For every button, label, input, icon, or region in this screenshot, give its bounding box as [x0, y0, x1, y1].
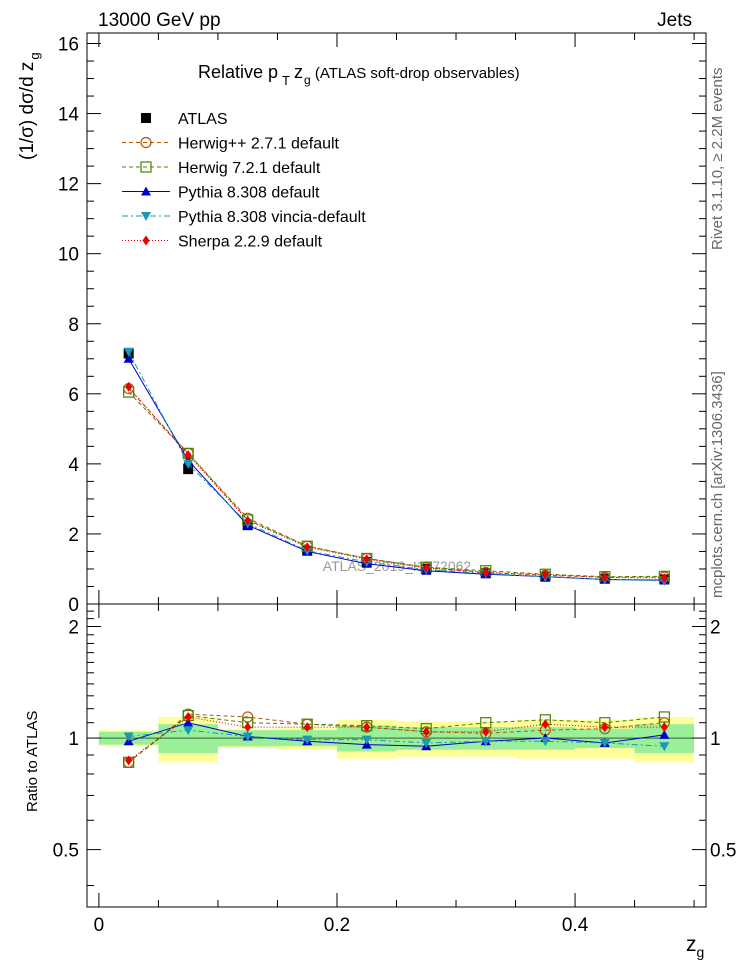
series-ratio-point [125, 755, 133, 766]
series-ratio-point [422, 726, 430, 737]
series-ratio-point [482, 726, 490, 737]
y-axis-label-sub: g [27, 52, 42, 59]
ratio-tick-label: 2 [68, 617, 79, 638]
series-ratio-point [541, 719, 549, 730]
series-line [128, 391, 665, 578]
series-ratio-point [660, 722, 668, 733]
series-point [422, 562, 430, 573]
series-ratio-point [363, 722, 371, 733]
series-ratio-point [302, 735, 313, 745]
mcplots-label: mcplots.cern.ch [arXiv:1306.3436] [709, 371, 726, 598]
ratio-tick-label-right: 2 [710, 617, 721, 638]
series-point [123, 347, 134, 357]
series-ratio-line [128, 716, 665, 761]
green-band-bin [396, 727, 457, 750]
x-tick-label: 0 [94, 915, 105, 936]
series-ratio-point [242, 711, 254, 723]
y-tick-label: 10 [58, 245, 79, 266]
legend-marker [140, 161, 152, 173]
y-tick-label: 6 [68, 385, 79, 406]
ratio-tick-label-right: 1 [710, 729, 721, 750]
series-point [183, 459, 194, 469]
title-rest: (ATLAS soft-drop observables) [311, 65, 520, 82]
legend-marker [141, 186, 151, 196]
y-tick-label: 0 [68, 595, 79, 616]
series-point [244, 515, 252, 526]
series-ratio-point [303, 722, 311, 733]
y-tick-label: 2 [68, 525, 79, 546]
series-ratio-point [480, 737, 491, 747]
legend-label: Pythia 8.308 default [178, 185, 320, 202]
ratio-tick-label: 1 [68, 729, 79, 750]
series-ratio-line [128, 715, 665, 763]
series-line [128, 351, 665, 582]
x-axis-label-main: z [686, 933, 697, 956]
y-axis-label-main: (1/σ) dσ/d z [17, 62, 38, 160]
series-point [303, 542, 311, 553]
rivet-label: Rivet 3.1.10, ≥ 2.2M events [709, 68, 726, 251]
series-ratio-line [128, 722, 665, 747]
legend: ATLAS Herwig++ 2.7.1 default Herwig 7.2.1 … [122, 111, 366, 251]
y-tick-label: 8 [68, 315, 79, 336]
series-ratio-point [361, 735, 372, 745]
title-z: z [294, 62, 303, 82]
process-label: Jets [657, 10, 692, 31]
series-ratio-point [183, 726, 194, 736]
series-point [660, 573, 668, 584]
title-main: Relative p [198, 62, 278, 82]
y-tick-label: 14 [58, 105, 80, 126]
series-ratio-point [183, 717, 194, 727]
series-ratio-point [242, 732, 253, 742]
y-tick-label: 4 [68, 455, 79, 476]
series-ratio-point [659, 742, 670, 752]
series-ratio-point [244, 722, 252, 733]
series-ratio-point [658, 711, 670, 723]
series-point [125, 381, 133, 392]
series-point [601, 572, 609, 583]
y-tick-label: 16 [58, 35, 79, 56]
legend-label: Sherpa 2.2.9 default [178, 234, 323, 251]
legend-label: Herwig 7.2.1 default [178, 160, 321, 177]
series-line [128, 358, 665, 581]
legend-marker [140, 136, 152, 149]
series-ratio-point [421, 738, 432, 748]
series-ratio-point [540, 737, 551, 747]
series-point [541, 569, 549, 580]
series-ratio-point [123, 732, 134, 742]
series-point [363, 554, 371, 565]
series-point [123, 353, 134, 363]
series-ratio-point [659, 729, 670, 739]
ratio-y-axis-label: Ratio to ATLAS [24, 711, 41, 812]
legend-marker [142, 235, 150, 246]
ratio-tick-label: 0.5 [53, 841, 79, 862]
energy-label: 13000 GeV pp [98, 10, 221, 31]
x-tick-label: 0.2 [324, 915, 350, 936]
series-ratio-point [184, 711, 192, 722]
legend-atlas-marker [141, 113, 151, 123]
ratio-panel: 0 0.2 0.4 0.5 0.5 1 1 2 2 [53, 603, 736, 936]
legend-label: Pythia 8.308 vincia-default [178, 209, 366, 226]
legend-label: Herwig++ 2.7.1 default [178, 136, 340, 153]
ratio-tick-label-right: 0.5 [710, 841, 736, 862]
series-ratio-point [599, 738, 610, 748]
x-tick-label: 0.4 [562, 915, 589, 936]
series-ratio-point [601, 722, 609, 733]
title-sub-t: T [282, 73, 290, 88]
series-point [184, 450, 192, 461]
y-axis-label: (1/σ) dσ/d z g [17, 52, 42, 160]
title-sub-g: g [304, 73, 311, 87]
legend-label: ATLAS [178, 111, 228, 128]
series-ratio-line [128, 729, 665, 747]
legend-marker [141, 212, 151, 221]
y-tick-label: 12 [58, 175, 79, 196]
x-axis-label: zg [686, 933, 704, 960]
series-ratio-line [128, 713, 665, 763]
atlas-data-point [183, 464, 194, 475]
x-axis-label-sub: g [697, 944, 705, 960]
series-point [482, 567, 490, 578]
